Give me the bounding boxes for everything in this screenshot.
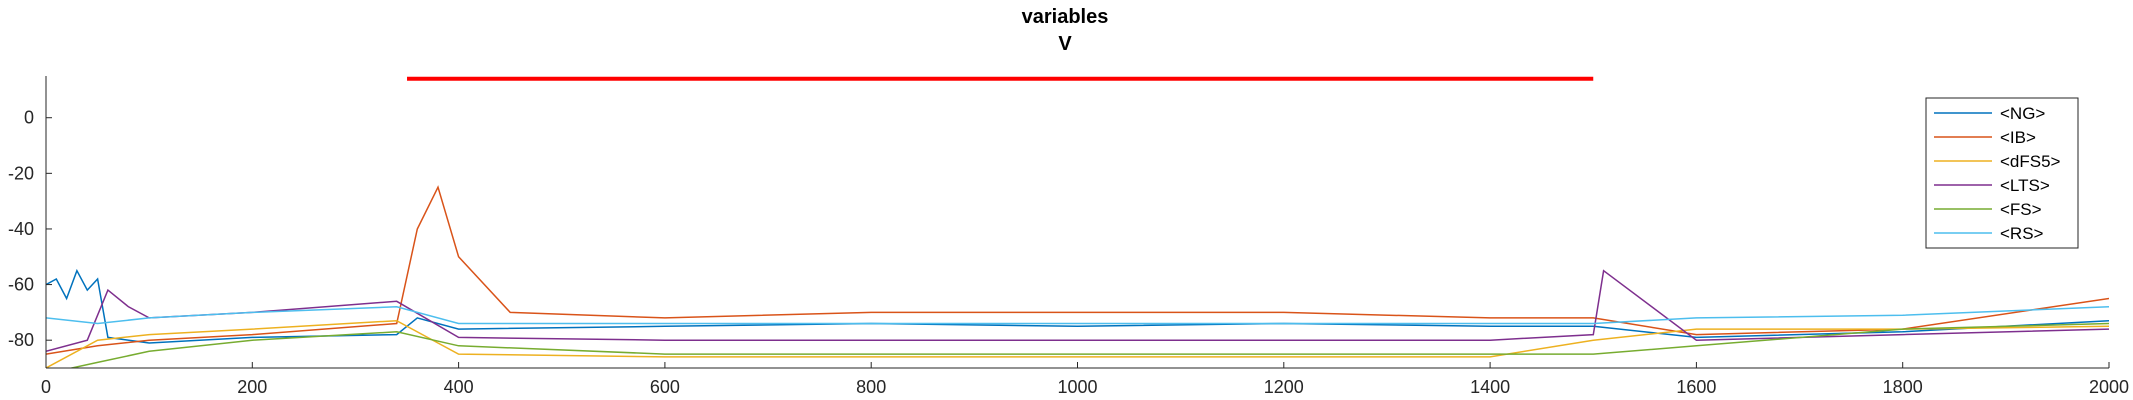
y-tick-label: -20 (8, 163, 34, 183)
series-line-1 (46, 185, 2109, 355)
legend: <NG> <IB> <dFS5> <LTS> <FS> <RS> (1925, 97, 2079, 249)
y-tick-label: -40 (8, 219, 34, 239)
x-tick-label: 1600 (1676, 377, 1716, 397)
x-tick-label: 1400 (1470, 377, 1510, 397)
series-line-4 (68, 322, 2109, 368)
axes: 0 200 400 600 800 1000 1200 1400 1600 1800 2000 0 -… (8, 76, 2129, 397)
legend-label: <FS> (2000, 200, 2042, 219)
series-line-2 (46, 319, 2109, 368)
legend-box (1925, 97, 2079, 249)
legend-label: <RS> (2000, 224, 2044, 243)
x-tick-label: 200 (237, 377, 267, 397)
series-line-5 (46, 306, 2109, 325)
y-tick-label: -60 (8, 275, 34, 295)
x-tick-label: 400 (444, 377, 474, 397)
x-tick-label: 1800 (1883, 377, 1923, 397)
plot-area (46, 185, 2109, 368)
chart-subtitle: V (1058, 33, 1072, 55)
x-tick-label: 0 (41, 377, 51, 397)
x-tick-label: 1200 (1264, 377, 1304, 397)
legend-label: <IB> (2000, 128, 2036, 147)
series-line-3 (46, 269, 2109, 353)
y-tick-label: 0 (24, 108, 34, 128)
x-tick-label: 600 (650, 377, 680, 397)
x-tick-label: 2000 (2089, 377, 2129, 397)
chart-title: variables (1022, 6, 1109, 28)
y-tick-label: -80 (8, 330, 34, 350)
series-line-0 (46, 268, 2109, 344)
x-tick-label: 800 (856, 377, 886, 397)
x-tick-label: 1000 (1057, 377, 1097, 397)
legend-label: <dFS5> (2000, 152, 2061, 171)
legend-label: <NG> (2000, 104, 2045, 123)
legend-label: <LTS> (2000, 176, 2050, 195)
